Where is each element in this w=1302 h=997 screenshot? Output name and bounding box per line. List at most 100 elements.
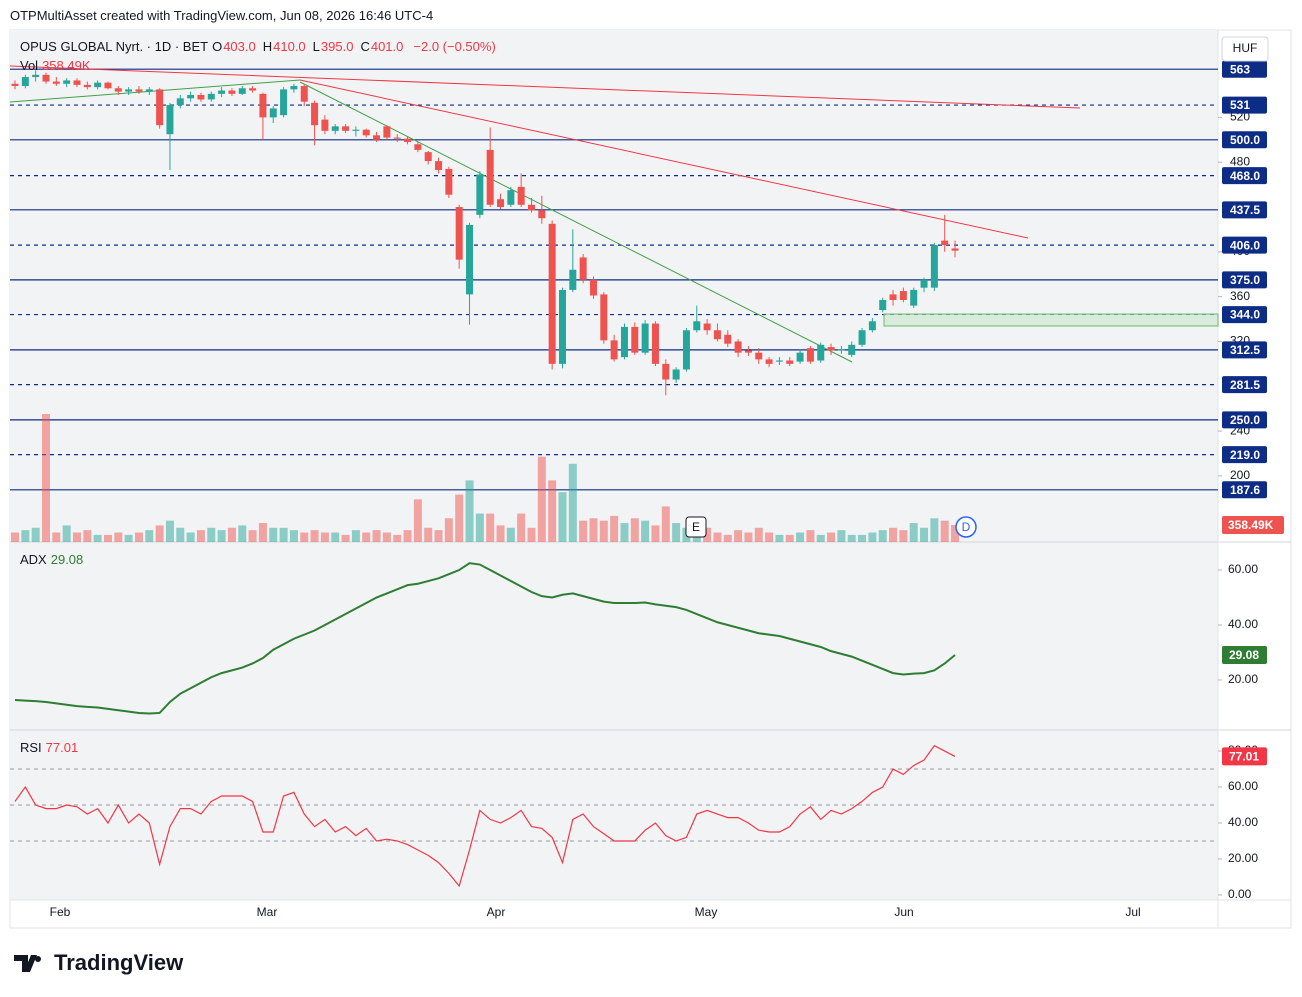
- volume-bar: [155, 525, 164, 542]
- level-label: 312.5: [1230, 343, 1260, 357]
- x-tick-label: Mar: [257, 905, 278, 919]
- candle-body: [73, 80, 81, 85]
- volume-bar: [827, 532, 836, 542]
- volume-bar: [238, 525, 247, 542]
- x-tick-label: Apr: [487, 905, 506, 919]
- currency-box[interactable]: [1221, 36, 1269, 62]
- candle-body: [63, 80, 71, 84]
- candle-body: [796, 352, 804, 362]
- level-label: 344.0: [1230, 308, 1260, 322]
- candle-body: [94, 82, 102, 88]
- volume-bar: [362, 532, 371, 542]
- candle-body: [259, 93, 267, 118]
- quote-label: 403.0: [223, 39, 256, 54]
- y-tick-label: 480: [1230, 154, 1250, 168]
- level-label: 531: [1230, 98, 1250, 112]
- candle-body: [558, 289, 566, 364]
- volume-bar: [186, 532, 195, 542]
- level-box: [1222, 96, 1267, 114]
- volume-bar: [610, 515, 619, 542]
- volume-bar: [858, 534, 867, 542]
- candle-body: [837, 349, 845, 351]
- x-tick-label: May: [695, 905, 718, 919]
- value-label: 77.01: [1229, 750, 1259, 764]
- candle-body: [600, 294, 608, 341]
- trendline: [9, 65, 1081, 109]
- volume-bar: [393, 534, 402, 542]
- candle-body: [610, 340, 618, 360]
- volume-bar: [899, 530, 908, 542]
- volume-bar: [465, 480, 474, 542]
- volume-bar: [806, 530, 815, 542]
- quote-label: 410.0: [273, 39, 306, 54]
- vol-name: Vol: [20, 58, 39, 73]
- indicator-line: [14, 562, 956, 715]
- y-tick-label: 20.00: [1228, 851, 1258, 865]
- y-tick-label: 200: [1230, 468, 1250, 482]
- candle-body: [941, 240, 949, 246]
- level-box: [1222, 341, 1267, 359]
- level-box: [1222, 201, 1267, 219]
- adx-value: 29.08: [50, 552, 84, 567]
- candle-body: [311, 102, 319, 126]
- volume-bar: [558, 492, 567, 542]
- volume-bar: [279, 527, 288, 542]
- candle-body: [280, 89, 288, 116]
- x-tick-label: Feb: [50, 905, 71, 919]
- volume-bar: [672, 523, 681, 542]
- candle-body: [197, 94, 205, 100]
- volume-bar: [310, 530, 319, 542]
- candle-body: [166, 105, 174, 135]
- trendline: [9, 79, 301, 103]
- candle-body: [703, 323, 711, 331]
- candle-body: [290, 86, 298, 90]
- y-tick-label: 360: [1230, 289, 1250, 303]
- volume-bar: [940, 520, 949, 542]
- quote-key: O: [212, 39, 223, 54]
- level-box: [1222, 446, 1267, 464]
- event-box[interactable]: [685, 516, 707, 538]
- level-label: 219.0: [1230, 448, 1260, 462]
- candle-body: [848, 344, 856, 355]
- adx-legend: ADX 29.08: [20, 552, 83, 567]
- dividend-mark[interactable]: [955, 516, 977, 538]
- volume-bar: [703, 527, 712, 542]
- level-label: 187.6: [1230, 483, 1260, 497]
- candle-body: [269, 108, 277, 118]
- adx-name: ADX: [20, 552, 47, 567]
- candle-body: [383, 126, 391, 138]
- candle-body: [187, 94, 195, 99]
- candle-body: [765, 359, 773, 364]
- volume-bar: [320, 532, 329, 542]
- value-label: 29.08: [1229, 648, 1259, 662]
- volume-bar: [217, 530, 226, 542]
- candle-body: [682, 330, 690, 370]
- volume-bar: [744, 532, 753, 542]
- candle-body: [424, 152, 432, 162]
- volume-bar: [413, 499, 422, 542]
- level-box: [1222, 60, 1267, 78]
- volume-bar: [765, 532, 774, 542]
- y-tick-label: 40.00: [1228, 617, 1258, 631]
- level-label: 250.0: [1230, 413, 1260, 427]
- candle-body: [755, 352, 763, 360]
- candle-body: [393, 137, 401, 139]
- volume-bar: [486, 513, 495, 542]
- volume-bar: [651, 525, 660, 542]
- symbol: OPUS GLOBAL Nyrt. · 1D · BET: [20, 39, 209, 54]
- level-box: [1222, 376, 1267, 394]
- candle-body: [476, 174, 484, 215]
- volume-bar: [847, 534, 856, 542]
- vol-label: 358.49K: [1228, 518, 1274, 532]
- volume-bar: [134, 532, 143, 542]
- volume-bar: [506, 527, 515, 542]
- candle-body: [693, 321, 701, 331]
- volume-bar: [227, 527, 236, 542]
- candle-body: [11, 83, 19, 87]
- rsi-name: RSI: [20, 740, 42, 755]
- candle-body: [352, 129, 360, 131]
- candle-body: [228, 90, 236, 94]
- volume-bar: [920, 527, 929, 542]
- volume-bar: [331, 532, 340, 542]
- candle-body: [466, 224, 474, 295]
